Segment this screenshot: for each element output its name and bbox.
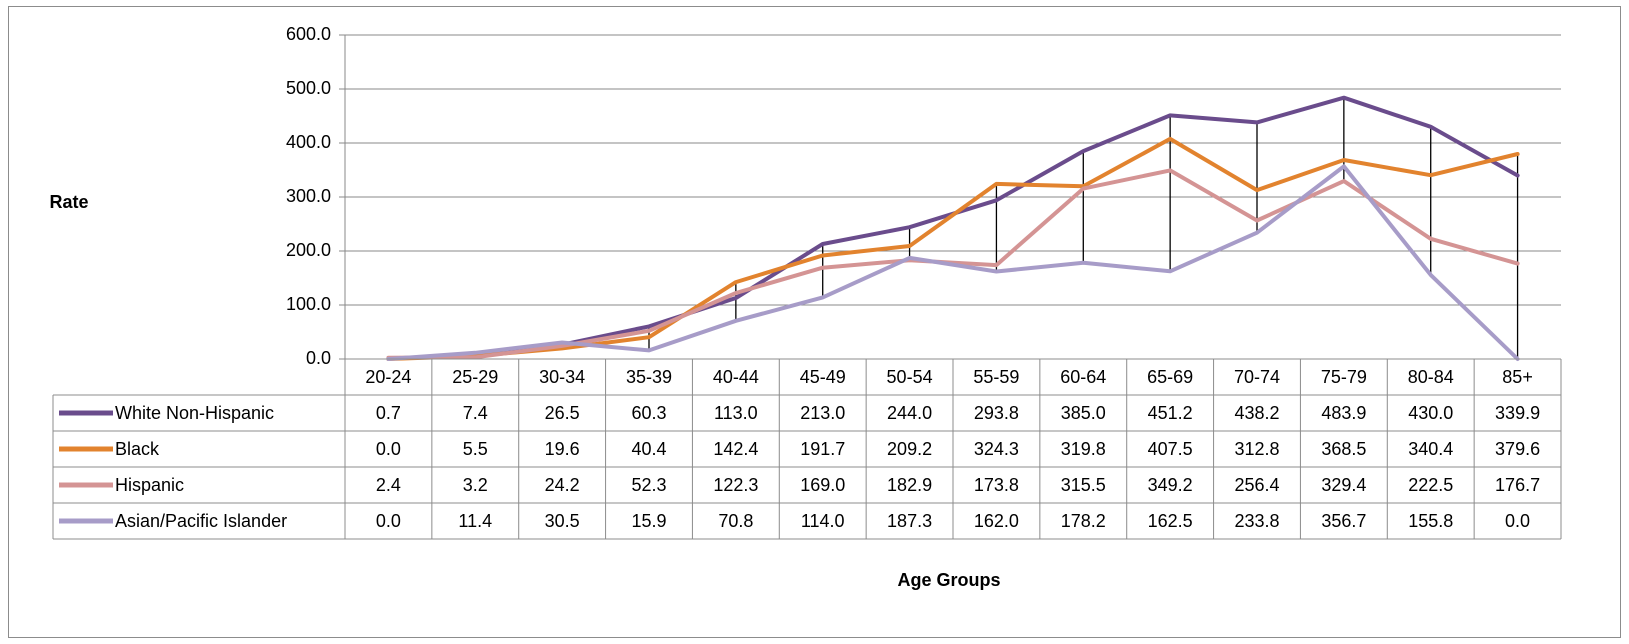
- legend-label: White Non-Hispanic: [115, 403, 274, 423]
- series-line: [386, 136, 1520, 361]
- data-label: 329.4: [1321, 475, 1366, 495]
- data-label: 293.8: [974, 403, 1019, 423]
- data-label: 379.6: [1495, 439, 1540, 459]
- series-line: [386, 164, 1520, 361]
- series-line: [386, 95, 1520, 361]
- data-label: 187.3: [887, 511, 932, 531]
- y-tick-label: 500.0: [286, 78, 331, 98]
- data-label: 162.0: [974, 511, 1019, 531]
- data-label: 5.5: [463, 439, 488, 459]
- data-label: 40.4: [631, 439, 666, 459]
- data-label: 451.2: [1148, 403, 1193, 423]
- data-label: 176.7: [1495, 475, 1540, 495]
- x-tick-label: 35-39: [626, 367, 672, 387]
- x-tick-label: 75-79: [1321, 367, 1367, 387]
- high-low-lines: [387, 97, 1519, 359]
- data-label: 213.0: [800, 403, 845, 423]
- x-tick-label: 70-74: [1234, 367, 1280, 387]
- gridlines: [345, 34, 1561, 360]
- legend-label: Asian/Pacific Islander: [115, 511, 287, 531]
- y-tick-label: 200.0: [286, 240, 331, 260]
- data-label: 19.6: [545, 439, 580, 459]
- y-tick-label: 600.0: [286, 24, 331, 44]
- data-table: 20-24 25-29 30-34 35-39 40-44 45-49 50-54 55-59…: [52, 358, 1562, 540]
- data-label: 162.5: [1148, 511, 1193, 531]
- data-label: 155.8: [1408, 511, 1453, 531]
- data-label: 142.4: [713, 439, 758, 459]
- data-label: 209.2: [887, 439, 932, 459]
- data-label: 26.5: [545, 403, 580, 423]
- data-label: 3.2: [463, 475, 488, 495]
- data-label: 339.9: [1495, 403, 1540, 423]
- data-label: 52.3: [631, 475, 666, 495]
- data-label: 385.0: [1061, 403, 1106, 423]
- y-axis-label: Rate: [49, 192, 88, 212]
- data-label: 483.9: [1321, 403, 1366, 423]
- x-tick-label: 80-84: [1408, 367, 1454, 387]
- data-label: 368.5: [1321, 439, 1366, 459]
- legend-label: Hispanic: [115, 475, 184, 495]
- data-label: 30.5: [545, 511, 580, 531]
- data-label: 0.0: [1505, 511, 1530, 531]
- y-tick-label: 0.0: [306, 348, 331, 368]
- data-label: 312.8: [1234, 439, 1279, 459]
- data-label: 15.9: [631, 511, 666, 531]
- data-label: 191.7: [800, 439, 845, 459]
- data-label: 324.3: [974, 439, 1019, 459]
- data-label: 11.4: [458, 511, 492, 531]
- x-tick-label: 25-29: [452, 367, 498, 387]
- series-lines: [386, 95, 1520, 361]
- x-axis-label: Age Groups: [897, 570, 1000, 590]
- data-label: 7.4: [463, 403, 488, 423]
- data-label: 24.2: [545, 475, 580, 495]
- y-axis-ticks: 0.0 100.0 200.0 300.0 400.0 500.0 600.0: [286, 24, 346, 368]
- data-label: 430.0: [1408, 403, 1453, 423]
- x-tick-label: 40-44: [713, 367, 759, 387]
- y-tick-label: 300.0: [286, 186, 331, 206]
- x-tick-label: 85+: [1502, 367, 1533, 387]
- x-tick-label: 45-49: [800, 367, 846, 387]
- data-label: 0.0: [376, 511, 401, 531]
- data-label: 122.3: [713, 475, 758, 495]
- data-label: 438.2: [1234, 403, 1279, 423]
- data-label: 182.9: [887, 475, 932, 495]
- data-label: 222.5: [1408, 475, 1453, 495]
- data-label: 244.0: [887, 403, 932, 423]
- y-tick-label: 400.0: [286, 132, 331, 152]
- data-label: 169.0: [800, 475, 845, 495]
- y-tick-label: 100.0: [286, 294, 331, 314]
- data-label: 407.5: [1148, 439, 1193, 459]
- x-tick-label: 55-59: [973, 367, 1019, 387]
- data-label: 256.4: [1234, 475, 1279, 495]
- x-tick-label: 20-24: [365, 367, 411, 387]
- data-label: 173.8: [974, 475, 1019, 495]
- data-label: 70.8: [718, 511, 753, 531]
- data-label: 0.0: [376, 439, 401, 459]
- data-label: 2.4: [376, 475, 401, 495]
- data-label: 356.7: [1321, 511, 1366, 531]
- x-tick-label: 50-54: [887, 367, 933, 387]
- data-label: 233.8: [1234, 511, 1279, 531]
- chart-frame: 0.0 100.0 200.0 300.0 400.0 500.0 600.0 20-24 2…: [8, 6, 1621, 638]
- x-tick-label: 60-64: [1060, 367, 1106, 387]
- data-label: 113.0: [714, 403, 758, 423]
- data-label: 0.7: [376, 403, 401, 423]
- data-label: 178.2: [1061, 511, 1106, 531]
- data-label: 315.5: [1061, 475, 1106, 495]
- data-label: 60.3: [631, 403, 666, 423]
- data-label: 319.8: [1061, 439, 1106, 459]
- legend-label: Black: [115, 439, 160, 459]
- x-tick-label: 65-69: [1147, 367, 1193, 387]
- x-tick-label: 30-34: [539, 367, 585, 387]
- data-label: 349.2: [1148, 475, 1193, 495]
- data-label: 340.4: [1408, 439, 1453, 459]
- data-label: 114.0: [801, 511, 845, 531]
